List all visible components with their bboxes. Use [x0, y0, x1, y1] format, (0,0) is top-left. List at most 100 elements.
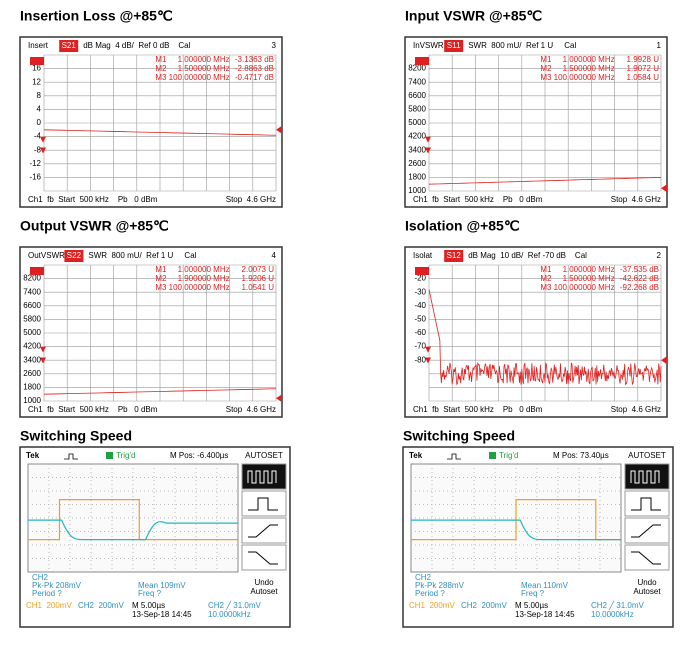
y-tick-label: 2600 — [23, 369, 41, 378]
y-tick-label: 5800 — [23, 315, 41, 324]
footer-left: Ch1 fb Start 500 kHz Pb 0 dBm — [28, 195, 158, 204]
marker-name: M2 — [155, 274, 167, 283]
channel-marker — [415, 57, 429, 65]
header-num: 4 — [272, 251, 277, 260]
screen-frame — [19, 36, 283, 208]
marker-freq: 1.000000 MHz — [178, 265, 230, 274]
y-tick-label: 4200 — [408, 132, 426, 141]
meas-freq: Freq ? — [138, 589, 162, 598]
trig-icon — [106, 452, 113, 459]
acq-icon — [447, 453, 461, 460]
brand: Tek — [409, 451, 423, 460]
menu-icon — [631, 524, 661, 538]
marker-value: -42.622 dB — [620, 274, 659, 283]
y-tick-label: 4 — [37, 105, 42, 114]
y-tick-label: 1000 — [23, 396, 41, 405]
marker-value: 1.0541 U — [242, 283, 275, 292]
marker-value: -0.4717 dB — [235, 73, 274, 82]
marker-name: M3 — [540, 283, 552, 292]
panel-title: Isolation @+85℃ — [405, 218, 520, 234]
y-tick-label: 16 — [32, 64, 41, 73]
ch2-wave — [28, 519, 238, 541]
y-tick-label: 1000 — [408, 186, 426, 195]
meas-mean: Mean 109mV — [138, 581, 186, 590]
header-num: 2 — [657, 251, 662, 260]
ch1-scale: CH1 200mV — [409, 601, 455, 610]
y-tick-label: 5000 — [408, 118, 426, 127]
param-badge — [444, 40, 464, 52]
marker-name: M2 — [155, 64, 167, 73]
header-num: 1 — [657, 41, 662, 50]
header-rest: dB Mag 10 dB/ Ref -70 dB Cal — [468, 251, 587, 260]
undo: Undo — [637, 578, 657, 587]
ch1-scale: CH1 200mV — [26, 601, 72, 610]
timebase: M 5.00µs — [515, 601, 548, 610]
param-badge — [444, 250, 464, 262]
marker-freq: 1.000000 MHz — [178, 55, 230, 64]
undo: Undo — [254, 578, 274, 587]
panel-title: Output VSWR @+85℃ — [20, 218, 169, 234]
channel-marker — [415, 267, 429, 275]
footer-right: Stop 4.6 GHz — [226, 195, 276, 204]
marker-value: 1.9928 U — [627, 55, 660, 64]
ch2-scale: CH2 200mV — [461, 601, 507, 610]
meas-freq: Freq ? — [521, 589, 545, 598]
menu-icon — [630, 470, 660, 484]
menu-box — [241, 490, 287, 517]
timebase: M 5.00µs — [132, 601, 165, 610]
y-tick-label: 12 — [32, 77, 41, 86]
marker-freq: 1.500000 MHz — [563, 64, 615, 73]
footer-right: Stop 4.6 GHz — [611, 195, 661, 204]
header-num: 3 — [272, 41, 277, 50]
meas-mean: Mean 110mV — [521, 581, 569, 590]
y-tick-label: 7400 — [408, 77, 426, 86]
meas-period: Period ? — [415, 589, 445, 598]
trigger-freq: 10.0000kHz — [208, 610, 251, 619]
y-tick-label: 6600 — [408, 91, 426, 100]
meas-ch: CH2 — [415, 573, 432, 582]
y-tick-label: -70 — [414, 342, 426, 351]
panel-title: Input VSWR @+85℃ — [405, 8, 542, 24]
y-tick-label: 8 — [37, 91, 42, 100]
y-tick-label: 7400 — [23, 287, 41, 296]
menu-box — [241, 544, 287, 571]
header-param: S11 — [447, 41, 461, 50]
panel-title: Switching Speed — [20, 428, 132, 444]
param-badge — [59, 40, 79, 52]
ch1-wave — [28, 499, 238, 541]
panel-title: Insertion Loss @+85℃ — [20, 8, 173, 24]
header-rest: SWR 800 mU/ Ref 1 U Cal — [468, 41, 576, 50]
marker-value: -37.535 dB — [620, 265, 659, 274]
menu-icon — [248, 497, 278, 511]
y-tick-label: 1800 — [408, 173, 426, 182]
meas-ch: CH2 — [32, 573, 49, 582]
ref-arrow — [276, 394, 282, 403]
footer-left: Ch1 fb Start 500 kHz Pb 0 dBm — [413, 195, 543, 204]
panel-title: Switching Speed — [403, 428, 515, 444]
y-tick-label: 3400 — [23, 355, 41, 364]
meas-pkpk: Pk-Pk 288mV — [415, 581, 465, 590]
menu-icon — [631, 497, 661, 511]
marker-freq: 100.000000 MHz — [169, 283, 230, 292]
y-tick-label: 8200 — [23, 274, 41, 283]
trace — [43, 388, 277, 395]
y-tick-label: -8 — [34, 145, 42, 154]
date: 13-Sep-18 14:45 — [132, 610, 192, 619]
marker-value: 2.0073 U — [242, 265, 275, 274]
marker-arrows — [40, 136, 46, 154]
y-tick-label: 6600 — [23, 301, 41, 310]
y-tick-label: 0 — [37, 118, 42, 127]
footer-left: Ch1 fb Start 500 kHz Pb 0 dBm — [28, 405, 158, 414]
menu-icon — [631, 551, 661, 565]
y-tick-label: 8200 — [408, 64, 426, 73]
marker-freq: 1.900000 MHz — [178, 274, 230, 283]
y-tick-label: -80 — [414, 355, 426, 364]
marker-value: 1.0584 U — [627, 73, 660, 82]
menu-icon — [247, 470, 277, 484]
marker-freq: 1.000000 MHz — [563, 55, 615, 64]
y-tick-label: 1800 — [23, 383, 41, 392]
m-pos: M Pos: 73.40µs — [553, 451, 609, 460]
ref-arrow — [661, 356, 667, 365]
y-tick-label: -40 — [414, 301, 426, 310]
